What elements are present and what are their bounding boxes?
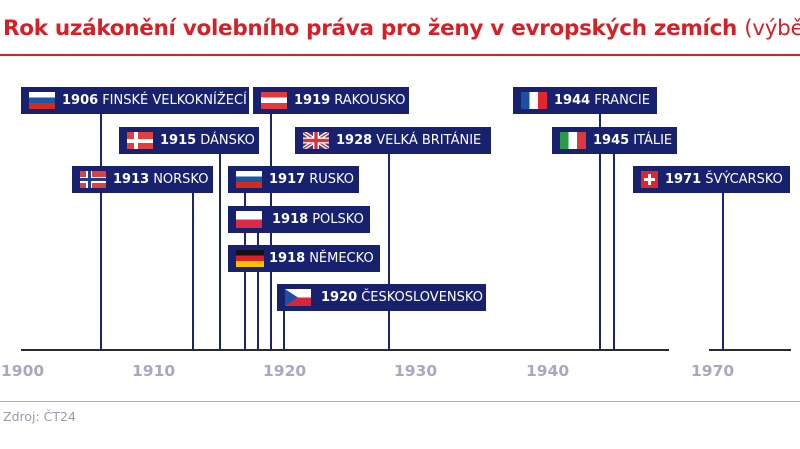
uk-flag-icon [303,132,329,149]
stem-1928 [388,154,390,350]
tick-label: 1940 [526,362,570,380]
event-label-1917: 1917 RUSKO [228,166,359,193]
stem-1906 [100,114,102,350]
event-label-1928: 1928 VELKÁ BRITÁNIE [295,127,491,154]
event-label-1918-nemecko: 1918 NĚMECKO [228,245,380,272]
stem-1971 [722,193,724,350]
poland-flag-icon [236,211,262,228]
stem-1913 [192,193,194,350]
tick-label: 1900 [1,362,45,380]
russia-flag-icon [29,92,55,109]
stem-1918 [257,233,259,350]
event-label-1918-polsko: 1918 POLSKO [228,206,370,233]
tick-label: 1920 [263,362,307,380]
tick-label: 1910 [132,362,176,380]
norway-flag-icon [80,171,106,188]
germany-flag-icon [236,250,264,267]
stem-1945 [613,154,615,350]
title-underline [0,54,800,56]
tick-label: 1930 [394,362,438,380]
chart-title: Rok uzákonění volebního práva pro ženy v… [3,16,800,41]
tick-label: 1970 [691,362,735,380]
time-axis-after-break [709,349,791,351]
stem-1915 [219,154,221,350]
stem-1944 [599,114,601,350]
event-label-1906: 1906 FINSKÉ VELKOKNÍŽECÍ [21,87,249,114]
event-label-1971: 1971 ŠVÝCARSKO [633,166,790,193]
time-axis [21,349,669,351]
stem-1920 [283,311,285,350]
event-label-1915: 1915 DÁNSKO [119,127,259,154]
czechoslovakia-flag-icon [285,289,311,306]
france-flag-icon [521,92,547,109]
footer-divider [0,401,800,402]
title-main: Rok uzákonění volebního práva pro ženy v… [3,16,738,41]
event-label-1920: 1920 ČESKOSLOVENSKO [277,284,486,311]
event-label-1944: 1944 FRANCIE [513,87,657,114]
event-label-1919: 1919 RAKOUSKO [253,87,409,114]
austria-flag-icon [261,92,287,109]
source-note: Zdroj: ČT24 [3,409,76,424]
switzerland-flag-icon [641,171,658,188]
title-qualifier: (výběr) [744,16,800,41]
russia-flag-icon [236,171,262,188]
italy-flag-icon [560,132,586,149]
event-label-1945: 1945 ITÁLIE [552,127,677,154]
event-label-1913: 1913 NORSKO [72,166,213,193]
denmark-flag-icon [127,132,153,149]
